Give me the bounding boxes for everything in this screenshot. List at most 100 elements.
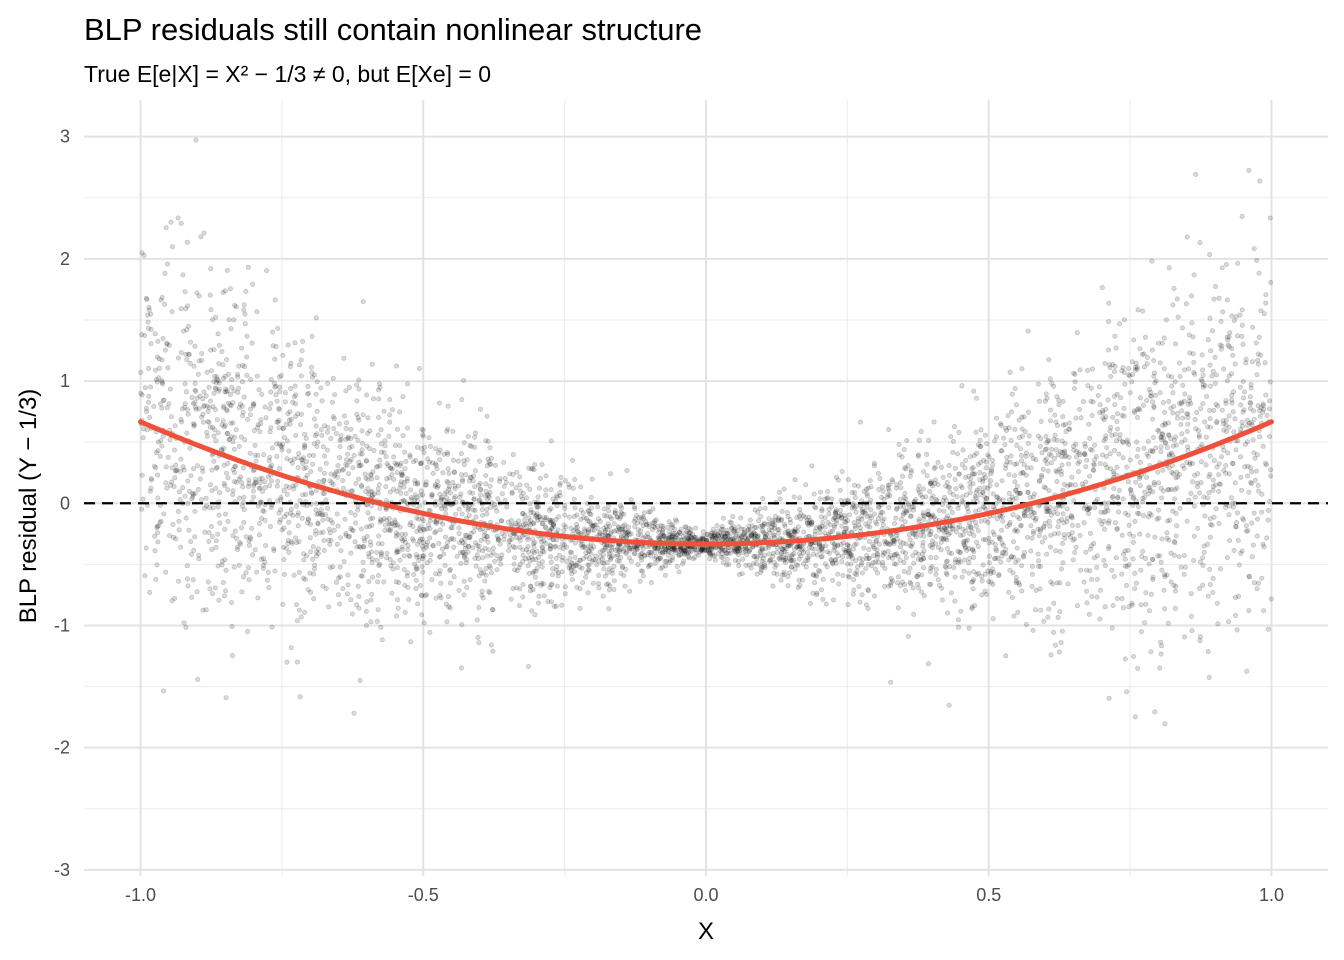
- scatter-point: [488, 504, 494, 510]
- scatter-point: [417, 524, 423, 530]
- scatter-point: [331, 426, 337, 432]
- scatter-point: [541, 549, 547, 555]
- scatter-point: [143, 545, 149, 551]
- scatter-point: [1171, 285, 1177, 291]
- scatter-point: [1265, 517, 1271, 523]
- scatter-point: [419, 515, 425, 521]
- scatter-point: [178, 220, 184, 226]
- scatter-point: [1102, 563, 1108, 569]
- scatter-point: [369, 522, 375, 528]
- scatter-point: [264, 268, 270, 274]
- scatter-point: [186, 527, 192, 533]
- scatter-point: [891, 552, 897, 558]
- scatter-point: [1014, 483, 1020, 489]
- scatter-point: [1128, 487, 1134, 493]
- scatter-point: [1228, 495, 1234, 501]
- scatter-point: [266, 458, 272, 464]
- scatter-point: [1125, 366, 1131, 372]
- scatter-point: [308, 589, 314, 595]
- scatter-point: [1024, 507, 1030, 513]
- scatter-point: [934, 498, 940, 504]
- scatter-point: [361, 568, 367, 574]
- scatter-point: [1250, 437, 1256, 443]
- scatter-point: [510, 586, 516, 592]
- scatter-point: [639, 557, 645, 563]
- scatter-point: [1046, 606, 1052, 612]
- scatter-point: [529, 608, 535, 614]
- scatter-point: [177, 497, 183, 503]
- scatter-point: [1257, 434, 1263, 440]
- scatter-point: [1175, 314, 1181, 320]
- scatter-point: [1217, 481, 1223, 487]
- scatter-point: [903, 466, 909, 472]
- scatter-point: [482, 529, 488, 535]
- scatter-point: [176, 527, 182, 533]
- scatter-point: [908, 469, 914, 475]
- scatter-point: [482, 493, 488, 499]
- scatter-point: [163, 480, 169, 486]
- scatter-point: [262, 484, 268, 490]
- scatter-point: [918, 556, 924, 562]
- scatter-point: [1044, 460, 1050, 466]
- scatter-point: [1054, 478, 1060, 484]
- scatter-point: [470, 507, 476, 513]
- scatter-point: [728, 520, 734, 526]
- scatter-point: [962, 545, 968, 551]
- scatter-point: [957, 524, 963, 530]
- scatter-point: [1267, 498, 1273, 504]
- scatter-point: [1150, 577, 1156, 583]
- scatter-point: [1119, 596, 1125, 602]
- scatter-point: [851, 577, 857, 583]
- scatter-point: [567, 549, 573, 555]
- scatter-point: [1148, 649, 1154, 655]
- scatter-point: [225, 430, 231, 436]
- scatter-point: [494, 508, 500, 514]
- scatter-point: [1000, 542, 1006, 548]
- scatter-point: [1251, 510, 1257, 516]
- scatter-point: [274, 483, 280, 489]
- scatter-point: [1127, 486, 1133, 492]
- scatter-point: [818, 546, 824, 552]
- scatter-point: [287, 409, 293, 415]
- scatter-point: [1004, 523, 1010, 529]
- scatter-point: [374, 475, 380, 481]
- scatter-point: [812, 531, 818, 537]
- scatter-point: [1013, 402, 1019, 408]
- scatter-point: [779, 572, 785, 578]
- scatter-point: [963, 538, 969, 544]
- scatter-point: [472, 507, 478, 513]
- scatter-point: [571, 513, 577, 519]
- scatter-point: [344, 463, 350, 469]
- scatter-point: [307, 535, 313, 541]
- scatter-point: [365, 510, 371, 516]
- scatter-point: [221, 480, 227, 486]
- scatter-point: [140, 435, 146, 441]
- scatter-point: [345, 572, 351, 578]
- scatter-point: [514, 585, 520, 591]
- scatter-point: [1091, 461, 1097, 467]
- scatter-point: [1192, 416, 1198, 422]
- scatter-point: [833, 507, 839, 513]
- scatter-point: [413, 566, 419, 572]
- scatter-point: [670, 531, 676, 537]
- scatter-point: [926, 512, 932, 518]
- scatter-point: [229, 377, 235, 383]
- scatter-point: [176, 578, 182, 584]
- scatter-point: [420, 492, 426, 498]
- scatter-point: [1191, 503, 1197, 509]
- scatter-point: [952, 574, 958, 580]
- scatter-point: [624, 468, 630, 474]
- scatter-point: [941, 525, 947, 531]
- scatter-point: [1214, 418, 1220, 424]
- scatter-point: [945, 484, 951, 490]
- scatter-point: [515, 518, 521, 524]
- scatter-point: [803, 482, 809, 488]
- scatter-point: [1258, 308, 1264, 314]
- scatter-point: [1041, 618, 1047, 624]
- scatter-point: [1102, 361, 1108, 367]
- scatter-point: [269, 462, 275, 468]
- scatter-point: [597, 518, 603, 524]
- scatter-point: [832, 515, 838, 521]
- scatter-point: [1025, 409, 1031, 415]
- scatter-point: [1197, 240, 1203, 246]
